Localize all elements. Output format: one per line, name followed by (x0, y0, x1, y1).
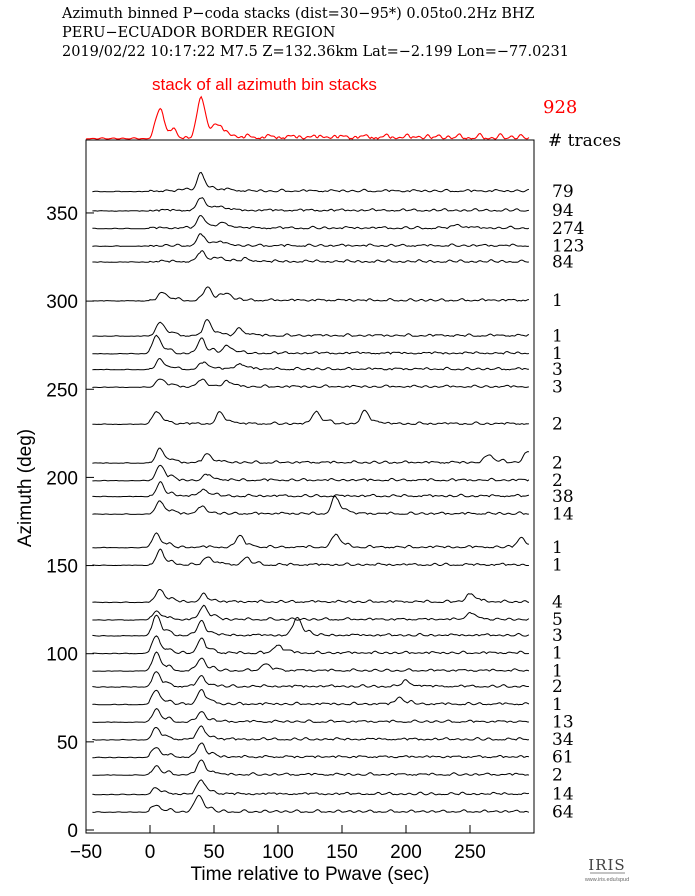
x-axis: −50 0 50 100 150 200 250 (70, 825, 486, 863)
azimuth-trace (92, 725, 530, 741)
trace-count-label: 2 (552, 677, 563, 697)
trace-count-label: 94 (552, 201, 574, 221)
trace-count-label: 14 (552, 504, 574, 524)
azimuth-trace (92, 286, 529, 302)
iris-logo-url: www.iris.edu/spud (584, 877, 629, 883)
x-tick-label: 100 (262, 842, 294, 863)
trace-count-label: 13 (552, 713, 574, 733)
y-tick-label: 100 (46, 645, 78, 666)
y-tick-label: 350 (46, 204, 78, 225)
iris-logo-text: IRIS (588, 856, 625, 874)
trace-count-label: 2 (552, 453, 563, 473)
azimuth-trace (92, 378, 530, 389)
y-axis-label: Azimuth (deg) (15, 429, 36, 547)
trace-count-label: 1 (552, 326, 563, 346)
azimuth-trace (92, 794, 530, 813)
azimuth-trace (92, 779, 529, 796)
trace-count-label: 61 (552, 748, 574, 768)
azimuth-trace (92, 480, 530, 498)
azimuth-trace (92, 671, 529, 688)
trace-count-label: 3 (552, 378, 563, 398)
azimuth-trace (92, 334, 530, 355)
azimuth-trace (92, 635, 529, 655)
iris-logo: IRIS www.iris.edu/spud (584, 856, 629, 883)
trace-count-label: 14 (552, 785, 574, 805)
y-tick-label: 200 (46, 468, 78, 489)
trace-count-label: 38 (552, 487, 574, 507)
y-tick-label: 0 (67, 821, 78, 842)
trace-count-label: 3 (552, 360, 563, 380)
trace-count-label: 1 (552, 344, 563, 364)
x-axis-label: Time relative to Pwave (sec) (191, 864, 430, 885)
trace-count-label: 34 (552, 730, 574, 750)
azimuth-trace (92, 589, 530, 604)
azimuth-trace (92, 197, 529, 212)
x-tick-label: 150 (326, 842, 358, 863)
azimuth-trace (92, 759, 530, 776)
y-tick-label: 300 (46, 292, 78, 313)
trace-count-label: 79 (552, 182, 574, 202)
stack-trace-line (85, 95, 530, 140)
plot-frame (85, 139, 535, 834)
trace-count-label: 84 (552, 252, 574, 272)
trace-count-label: 1 (552, 644, 563, 664)
azimuth-trace (92, 495, 529, 516)
trace-count-label: 1 (552, 661, 563, 681)
azimuth-trace (92, 651, 530, 672)
azimuth-trace (92, 233, 529, 248)
trace-count-label: 5 (552, 610, 563, 630)
azimuth-trace (92, 548, 529, 567)
trace-count-label: 123 (552, 236, 584, 256)
trace-count-label: 2 (552, 415, 563, 435)
trace-count-label: 64 (552, 802, 574, 822)
trace-count-label: 3 (552, 626, 563, 646)
trace-count-labels: 7994274123841113322238141145311211334612… (552, 182, 584, 823)
azimuth-trace (92, 215, 530, 230)
azimuth-trace (92, 171, 530, 193)
azimuth-trace (92, 319, 530, 337)
trace-count-label: 1 (552, 695, 563, 715)
header-line-2: PERU−ECUADOR BORDER REGION (62, 25, 336, 41)
trace-group (92, 171, 530, 813)
azimuth-trace (92, 688, 530, 706)
azimuth-trace (92, 742, 529, 759)
x-tick-label: −50 (70, 842, 102, 863)
header-line-3: 2019/02/22 10:17:22 M7.5 Z=132.36km Lat=… (62, 44, 569, 60)
azimuth-trace (92, 532, 529, 549)
azimuth-trace (92, 464, 530, 482)
header-line-1: Azimuth binned P−coda stacks (dist=30−95… (61, 6, 535, 22)
trace-count-label: 4 (552, 593, 563, 613)
trace-count-label: 1 (552, 291, 563, 311)
x-tick-label: 50 (203, 842, 224, 863)
azimuth-trace (92, 604, 530, 621)
azimuth-trace (92, 409, 529, 426)
y-tick-label: 250 (46, 380, 78, 401)
trace-count-label: 2 (552, 471, 563, 491)
x-tick-label: 200 (390, 842, 422, 863)
azimuth-trace (92, 250, 529, 263)
y-tick-label: 50 (57, 733, 78, 754)
azimuth-trace (92, 358, 529, 371)
trace-count-label: 2 (552, 765, 563, 785)
azimuth-trace (92, 614, 530, 637)
x-tick-label: 0 (145, 842, 156, 863)
x-tick-label: 250 (454, 842, 486, 863)
stack-trace-count: 928 (543, 97, 577, 118)
stack-title: stack of all azimuth bin stacks (152, 75, 377, 94)
trace-count-label: 1 (552, 556, 563, 576)
azimuth-trace (92, 447, 529, 464)
y-axis: 0 50 100 150 200 250 300 350 (46, 204, 94, 842)
y-tick-label: 150 (46, 557, 78, 578)
trace-count-label: 274 (552, 219, 584, 239)
azimuth-trace (92, 708, 529, 724)
trace-count-label: 1 (552, 538, 563, 558)
trace-count-header: # traces (548, 131, 621, 151)
